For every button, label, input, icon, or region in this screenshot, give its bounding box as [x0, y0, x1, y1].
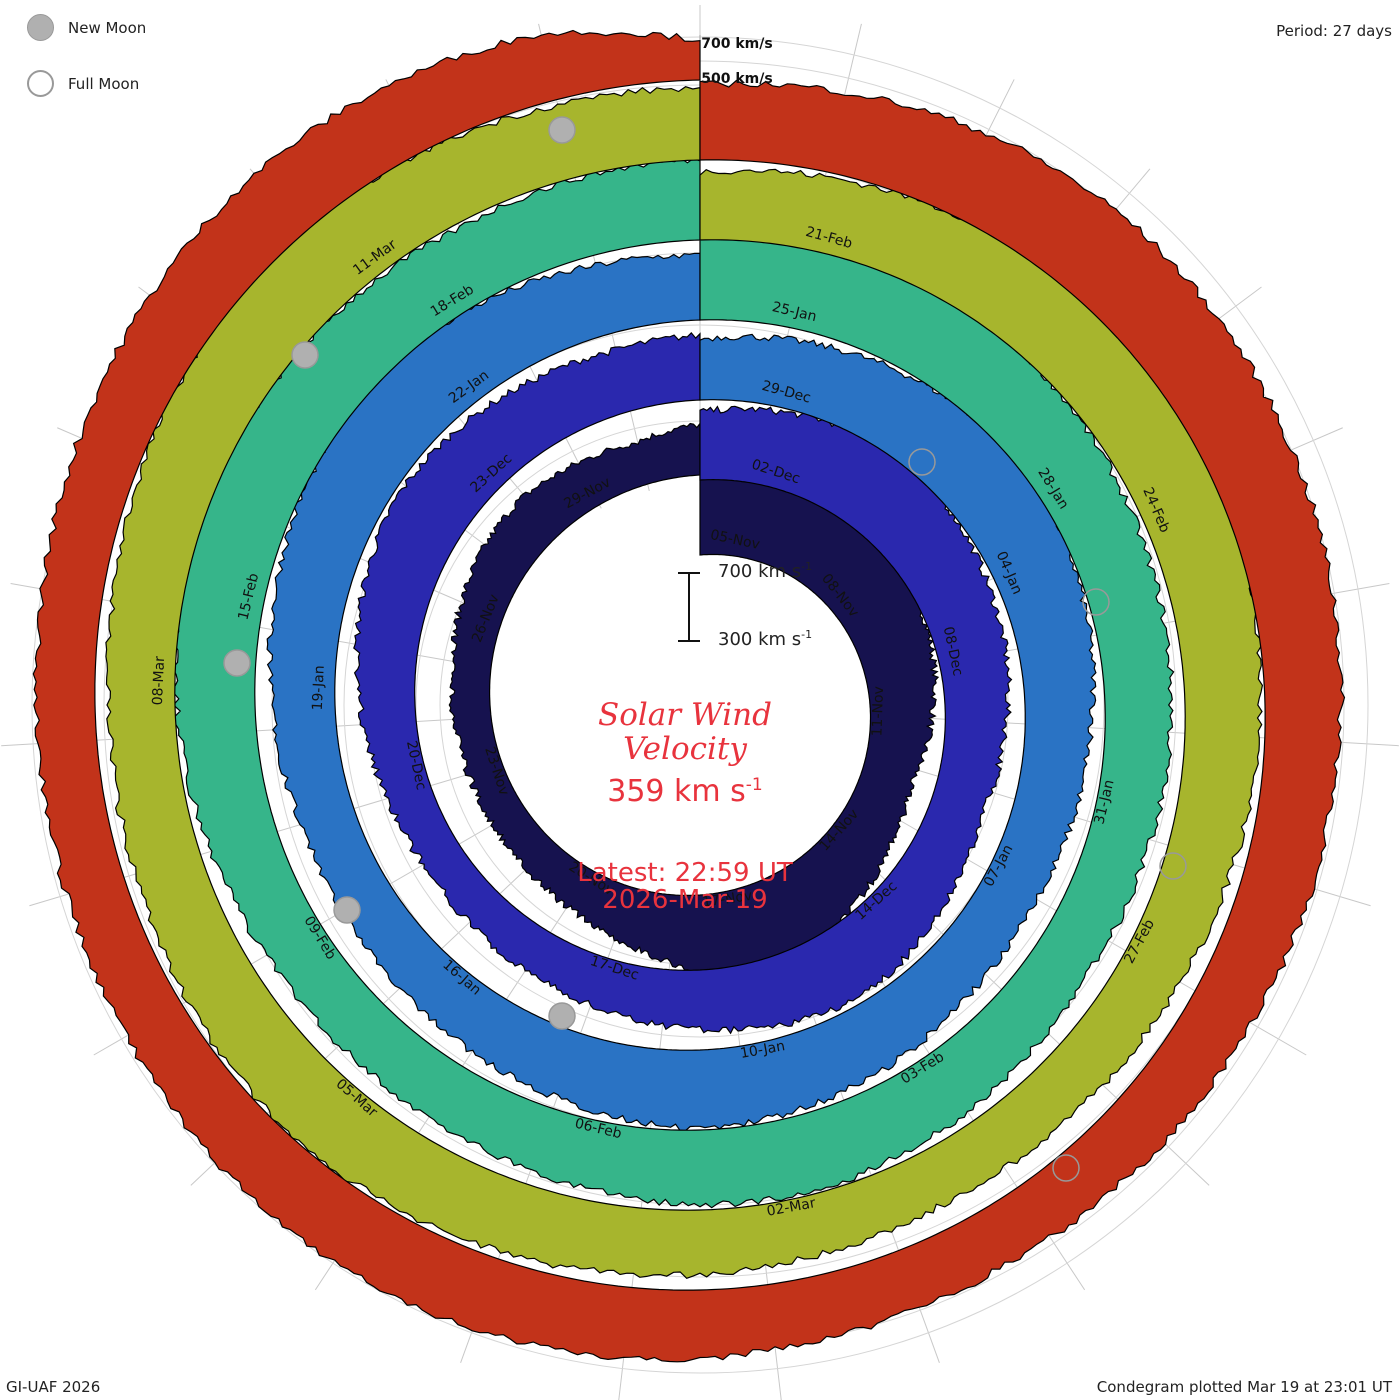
ring-reference-label: 500 km/s — [701, 71, 772, 87]
scale-bar — [670, 572, 710, 642]
ring-reference-labels: 700 km/s 500 km/s — [701, 36, 772, 87]
plotted-timestamp: Condegram plotted Mar 19 at 23:01 UT — [1096, 1378, 1392, 1396]
full-moon-icon — [27, 70, 54, 97]
scale-upper-exp: -1 — [801, 560, 813, 573]
new-moon-marker — [548, 1002, 576, 1030]
new-moon-icon — [27, 14, 54, 41]
date-label: 08-Mar — [150, 656, 168, 706]
current-speed-readout: 359 km s-1 — [500, 774, 870, 809]
credit-label: GI-UAF 2026 — [6, 1378, 101, 1396]
new-moon-marker — [223, 649, 251, 677]
velocity-rings — [32, 29, 1346, 1363]
scale-lower-label: 300 km s-1 — [718, 628, 812, 650]
scale-lower-text: 300 km s — [718, 629, 802, 650]
latest-timestamp: Latest: 22:59 UT 2026-Mar-19 — [500, 860, 870, 914]
date-label: 19-Jan — [310, 665, 328, 711]
scale-lower-exp: -1 — [801, 628, 813, 641]
scale-upper-text: 700 km s — [718, 561, 802, 582]
date-label: 11-Nov — [869, 686, 887, 737]
chart-title: Solar Wind Velocity — [500, 698, 870, 766]
new-moon-marker — [548, 116, 576, 144]
current-speed-value: 359 km s — [607, 774, 746, 809]
new-moon-marker — [333, 896, 361, 924]
scale-upper-label: 700 km s-1 — [718, 560, 812, 582]
full-moon-marker — [1052, 1154, 1080, 1182]
period-label: Period: 27 days — [1276, 22, 1392, 40]
velocity-ring-6 — [32, 29, 1346, 1363]
legend-new-moon: New Moon — [27, 14, 146, 41]
chart-title-line2: Velocity — [623, 731, 747, 767]
latest-date: 2026-Mar-19 — [602, 885, 768, 915]
moon-phase-markers — [223, 116, 1187, 1182]
full-moon-marker — [908, 448, 936, 476]
chart-title-line1: Solar Wind — [597, 697, 772, 733]
full-moon-marker — [1082, 588, 1110, 616]
new-moon-label: New Moon — [68, 18, 147, 37]
date-label: 17-Nov — [701, 888, 753, 911]
date-label: 10-Jan — [739, 1038, 786, 1062]
new-moon-marker — [291, 341, 319, 369]
full-moon-label: Full Moon — [68, 74, 140, 93]
current-speed-exp: -1 — [745, 775, 763, 795]
full-moon-marker — [1159, 852, 1187, 880]
latest-time: Latest: 22:59 UT — [577, 858, 793, 888]
ring-reference-label: 700 km/s — [701, 36, 772, 52]
legend-full-moon: Full Moon — [27, 70, 139, 97]
